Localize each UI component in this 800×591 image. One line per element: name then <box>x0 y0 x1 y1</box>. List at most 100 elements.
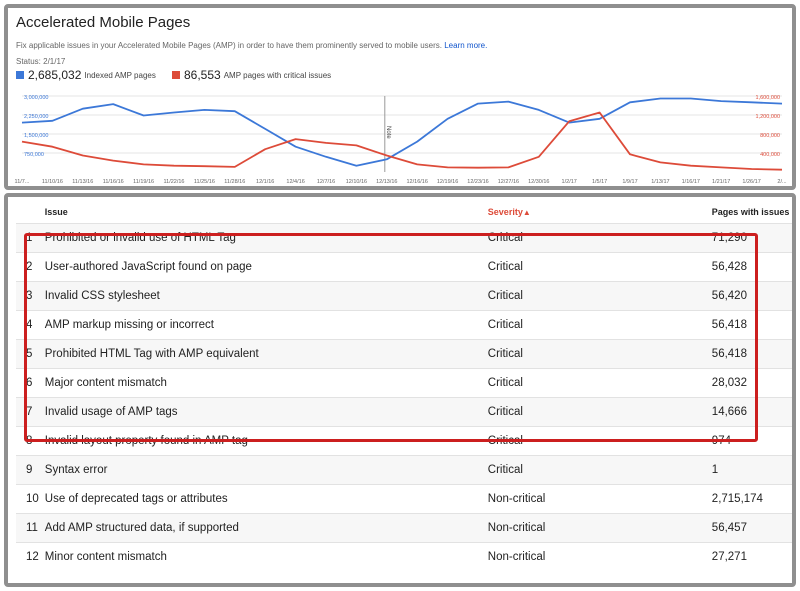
x-tick-label: 12/16/16 <box>406 179 427 185</box>
severity-value: Critical <box>487 338 712 368</box>
row-number: 2 <box>16 251 39 281</box>
pages-count: 27,271 <box>711 541 792 571</box>
x-tick-label: 1/13/17 <box>651 179 669 185</box>
critical-count: 86,553 <box>184 68 221 82</box>
pages-count: 14,666 <box>711 396 792 426</box>
pages-count: 56,428 <box>711 251 792 281</box>
row-number: 5 <box>16 338 39 368</box>
table-row[interactable]: 9 Syntax error Critical 1 <box>16 454 792 484</box>
severity-value: Critical <box>487 425 712 455</box>
severity-value: Critical <box>487 309 712 339</box>
amp-chart[interactable]: 3,000,000 2,250,000 1,500,000 750,000 1,600,… <box>12 92 788 186</box>
severity-value: Non-critical <box>487 512 712 542</box>
x-tick-label: 11/10/16 <box>42 179 63 185</box>
table-row[interactable]: 12 Minor content mismatch Non-critical 27,2… <box>16 541 792 571</box>
table-row[interactable]: 3 Invalid CSS stylesheet Critical 56,420 <box>16 280 792 310</box>
row-number: 10 <box>16 483 39 513</box>
x-tick-label: 11/22/16 <box>163 179 184 185</box>
issue-name: Use of deprecated tags or attributes <box>38 483 488 513</box>
issue-name: Prohibited or invalid use of HTML Tag <box>38 222 488 252</box>
x-tick-label: 1/16/17 <box>682 179 700 185</box>
right-axis-tick-label: 1,200,000 <box>756 114 780 120</box>
issues-panel: Issue Severity▲ Pages with issues 1 Prohi… <box>4 193 796 587</box>
issue-name: Prohibited HTML Tag with AMP equivalent <box>38 338 488 368</box>
x-tick-label: 12/13/16 <box>376 179 397 185</box>
header-pages[interactable]: Pages with issues <box>711 206 790 217</box>
x-tick-label: 1/26/17 <box>742 179 760 185</box>
pages-count: 56,418 <box>711 338 792 368</box>
issue-name: AMP markup missing or incorrect <box>38 309 488 339</box>
indexed-label: Indexed AMP pages <box>84 70 156 80</box>
x-tick-label: 12/4/16 <box>286 179 304 185</box>
x-tick-label: 12/23/16 <box>467 179 488 185</box>
severity-value: Non-critical <box>487 541 712 571</box>
x-tick-label: 11/28/16 <box>224 179 245 185</box>
table-row[interactable]: 11 Add AMP structured data, if supported N… <box>16 512 792 542</box>
row-number: 4 <box>16 309 39 339</box>
table-row[interactable]: 2 User-authored JavaScript found on page C… <box>16 251 792 281</box>
learn-more-link[interactable]: Learn more. <box>444 41 488 50</box>
issue-name: Major content mismatch <box>38 367 488 397</box>
pages-count: 56,420 <box>711 280 792 310</box>
table-row[interactable]: 1 Prohibited or invalid use of HTML Tag Cr… <box>16 222 792 252</box>
left-axis-tick-label: 3,000,000 <box>24 95 48 101</box>
issue-name: Minor content mismatch <box>38 541 488 571</box>
table-row[interactable]: 4 AMP markup missing or incorrect Critical… <box>16 309 792 339</box>
row-number: 8 <box>16 425 39 455</box>
pages-count: 56,418 <box>711 309 792 339</box>
table-row[interactable]: 5 Prohibited HTML Tag with AMP equivalent… <box>16 338 792 368</box>
description-text: Fix applicable issues in your Accelerate… <box>16 41 442 50</box>
table-row[interactable]: 10 Use of deprecated tags or attributes No… <box>16 483 792 513</box>
pages-count: 2,715,174 <box>711 483 792 513</box>
series-line-critical[interactable] <box>21 111 783 171</box>
x-tick-label: 12/7/16 <box>317 179 335 185</box>
x-tick-label: 1/9/17 <box>622 179 637 185</box>
legend-swatch-indexed <box>16 71 24 79</box>
x-tick-label: 11/7... <box>15 179 30 185</box>
row-number: 3 <box>16 280 39 310</box>
severity-value: Critical <box>487 367 712 397</box>
page-title: Accelerated Mobile Pages <box>16 14 191 31</box>
header-severity-label: Severity <box>487 206 523 217</box>
amp-overview-panel: Accelerated Mobile Pages Fix applicable … <box>4 4 796 190</box>
x-tick-label: 12/30/16 <box>528 179 549 185</box>
status-date: Status: 2/1/17 <box>16 57 66 66</box>
issues-table: Issue Severity▲ Pages with issues 1 Prohi… <box>16 201 792 571</box>
pages-count: 71,290 <box>711 222 792 252</box>
issue-name: Invalid CSS stylesheet <box>38 280 488 310</box>
x-tick-label: 11/25/16 <box>194 179 215 185</box>
left-axis-tick-label: 1,500,000 <box>24 133 48 139</box>
severity-value: Non-critical <box>487 483 712 513</box>
header-severity[interactable]: Severity▲ <box>488 201 712 223</box>
issue-name: Syntax error <box>38 454 488 484</box>
table-row[interactable]: 8 Invalid layout property found in AMP ta… <box>16 425 792 455</box>
x-tick-label: 2/... <box>777 179 787 185</box>
critical-label: AMP pages with critical issues <box>223 70 332 80</box>
series-line-indexed[interactable] <box>21 97 783 167</box>
table-header-row: Issue Severity▲ Pages with issues <box>16 201 792 223</box>
severity-value: Critical <box>487 454 712 484</box>
right-axis-tick-label: 400,000 <box>760 152 780 158</box>
severity-value: Critical <box>487 222 712 252</box>
issue-name: User-authored JavaScript found on page <box>38 251 488 281</box>
row-number: 1 <box>16 222 39 252</box>
row-number: 11 <box>16 512 39 542</box>
issue-name: Add AMP structured data, if supported <box>38 512 488 542</box>
severity-value: Critical <box>487 251 712 281</box>
left-axis-tick-label: 750,000 <box>24 152 44 158</box>
pages-count: 974 <box>711 425 792 455</box>
header-issue[interactable]: Issue <box>44 206 68 217</box>
row-number: 9 <box>16 454 39 484</box>
severity-value: Critical <box>487 280 712 310</box>
x-tick-label: 1/2/17 <box>562 179 577 185</box>
x-tick-label: 12/27/16 <box>498 179 519 185</box>
legend-indexed[interactable]: 2,685,032 Indexed AMP pages <box>16 68 156 82</box>
table-row[interactable]: 6 Major content mismatch Critical 28,032 <box>16 367 792 397</box>
right-axis-tick-label: 800,000 <box>760 133 780 139</box>
legend-critical[interactable]: 86,553 AMP pages with critical issues <box>172 68 331 82</box>
table-row[interactable]: 7 Invalid usage of AMP tags Critical 14,666 <box>16 396 792 426</box>
header-num <box>16 201 39 223</box>
pages-count: 28,032 <box>711 367 792 397</box>
legend-swatch-critical <box>172 71 180 79</box>
severity-value: Critical <box>487 396 712 426</box>
